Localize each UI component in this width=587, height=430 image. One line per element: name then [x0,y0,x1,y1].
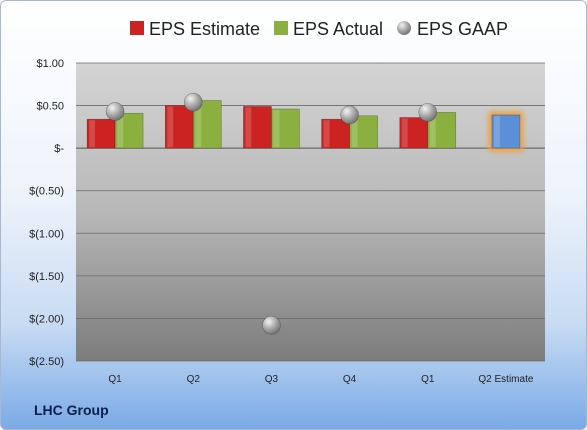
bar-eps-actual [271,108,300,149]
point-eps-gaap [262,315,281,335]
legend-swatch-eps-actual [274,21,288,35]
x-axis-ticks: Q1 Q2 Q3 Q4 Q1 Q2 Estimate [108,374,533,385]
y-tick-label: $(2.50) [29,356,64,368]
bar-eps-actual [192,100,222,149]
y-tick-label: $(1.50) [29,271,64,283]
x-tick-label: Q1 [421,374,435,385]
point-eps-gaap [105,102,125,121]
bar-eps-estimate [399,117,429,149]
point-eps-gaap [183,92,203,112]
bar-q2-estimate [491,114,521,149]
legend-swatch-eps-gaap [397,21,411,35]
bar-eps-actual-shine [273,109,280,148]
x-tick-label: Q2 [187,374,201,385]
bar-eps-estimate [86,118,116,149]
bar-eps-estimate-shine [167,106,174,148]
bar-eps-actual-shine [195,101,202,148]
bar-eps-actual-shine [429,113,436,148]
bar-eps-estimate-shine [245,107,252,148]
bar-q2-estimate-shine [493,115,500,148]
bar-eps-estimate [321,118,350,149]
y-tick-label: $1.00 [36,58,64,70]
bar-eps-estimate [164,105,194,149]
gaap-markers [105,92,438,335]
bar-eps-estimate-shine [323,120,330,148]
y-tick-label: $(2.00) [29,313,64,325]
bar-eps-estimate [243,106,272,149]
x-tick-label: Q3 [265,374,279,385]
y-tick-label: $- [54,143,64,155]
bar-eps-actual-shine [117,114,124,148]
y-axis-ticks: $1.00 $0.50 $- $(0.50) $(1.00) $(1.50) $(2.00)… [29,58,64,368]
point-eps-gaap [340,105,359,125]
plot-area [76,63,545,361]
y-tick-label: $(1.00) [29,228,64,240]
y-tick-label: $(0.50) [29,186,64,198]
point-eps-gaap [418,103,438,122]
x-tick-label: Q2 Estimate [478,374,533,385]
legend-label-eps-actual: EPS Actual [293,19,383,39]
bar-eps-actual-shine [351,116,358,148]
bar-eps-estimate-shine [89,120,96,148]
x-tick-label: Q1 [108,374,122,385]
bars [86,100,524,153]
y-tick-label: $0.50 [36,101,64,113]
gridlines [76,62,545,362]
x-tick-label: Q4 [343,374,357,385]
bar-eps-estimate-shine [401,118,408,148]
legend-label-eps-gaap: EPS GAAP [417,19,508,39]
legend: EPS Estimate EPS Actual EPS GAAP [130,19,508,39]
legend-swatch-eps-estimate [130,21,144,35]
company-name: LHC Group [34,402,109,418]
legend-label-eps-estimate: EPS Estimate [149,19,260,39]
